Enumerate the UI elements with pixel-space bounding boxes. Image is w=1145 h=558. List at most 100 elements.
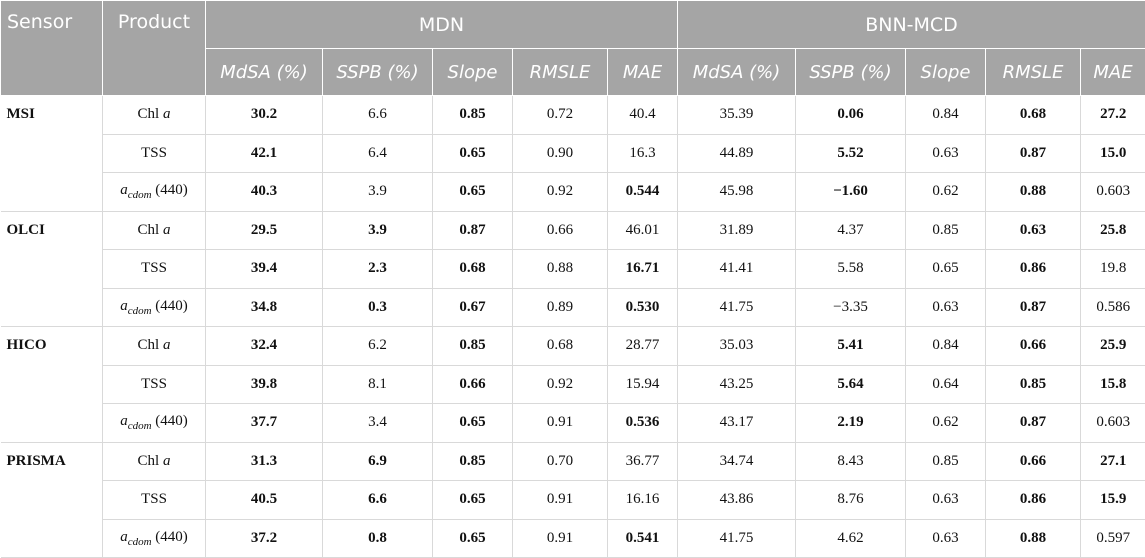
value-cell: 6.2 (322, 326, 433, 366)
value-cell: 0.84 (905, 326, 986, 366)
value-cell: 0.65 (432, 518, 513, 558)
value-cell: −1.60 (795, 172, 906, 212)
value-cell: 25.9 (1079, 326, 1145, 366)
value-cell: 0.92 (512, 364, 608, 404)
value-cell: 29.5 (205, 210, 323, 250)
data-row: TSS 42.1 6.4 0.65 0.90 16.3 44.89 5.52 0.63 0.87 1… (1, 133, 1145, 173)
value-cell: 34.8 (205, 287, 323, 327)
metric-header: Slope (432, 48, 513, 96)
value-cell: 0.63 (905, 133, 986, 173)
product-cell: TSS (102, 364, 206, 404)
value-cell: 41.75 (677, 518, 796, 558)
product-text: cdom (127, 189, 152, 202)
value-cell: 0.603 (1079, 403, 1145, 443)
value-cell: 41.41 (677, 249, 796, 289)
value-cell: 5.58 (795, 249, 906, 289)
product-cell: Chl a (102, 95, 206, 135)
value-cell: 0.64 (905, 364, 986, 404)
group-header: MDN (205, 0, 678, 49)
value-cell: 0.84 (905, 95, 986, 135)
value-cell: 32.4 (205, 326, 323, 366)
value-cell: 15.0 (1079, 133, 1145, 173)
value-cell: 0.85 (905, 210, 986, 250)
value-cell: 0.92 (512, 172, 608, 212)
value-cell: 0.68 (432, 249, 513, 289)
value-cell: 19.8 (1079, 249, 1145, 289)
value-cell: 30.2 (205, 95, 323, 135)
value-cell: 35.39 (677, 95, 796, 135)
product-text: cdom (127, 420, 152, 433)
table-body: MSI Chl a 30.2 6.6 0.85 0.72 40.4 35.39 0.06 0.84… (0, 95, 1145, 558)
value-cell: 0.85 (432, 326, 513, 366)
product-text: a (162, 337, 171, 354)
data-row: acdom (440) 34.8 0.3 0.67 0.89 0.530 41.75 −3.3… (1, 287, 1145, 327)
value-cell: 8.1 (322, 364, 433, 404)
value-cell: 0.88 (985, 518, 1081, 558)
value-cell: 35.03 (677, 326, 796, 366)
value-cell: 0.65 (905, 249, 986, 289)
product-text: Chl (137, 106, 163, 123)
value-cell: 15.94 (607, 364, 678, 404)
value-cell: 15.8 (1079, 364, 1145, 404)
product-text: a (120, 182, 128, 199)
value-cell: 0.63 (905, 518, 986, 558)
value-cell: 0.586 (1079, 287, 1145, 327)
data-row: PRISMA Chl a 31.3 6.9 0.85 0.70 36.77 34.74 8.43… (0, 441, 1145, 558)
value-cell: 0.66 (512, 210, 608, 250)
product-text: TSS (141, 144, 167, 161)
value-cell: 0.544 (607, 172, 678, 212)
product-text: cdom (127, 535, 152, 548)
metric-header: SSPB (%) (795, 48, 906, 96)
value-cell: 45.98 (677, 172, 796, 212)
value-cell: 3.9 (322, 210, 433, 250)
value-cell: 43.86 (677, 480, 796, 520)
value-cell: 40.4 (607, 95, 678, 135)
value-cell: 5.52 (795, 133, 906, 173)
product-cell: TSS (102, 249, 206, 289)
value-cell: 6.4 (322, 133, 433, 173)
value-cell: 6.6 (322, 480, 433, 520)
product-cell: acdom (440) (102, 403, 206, 443)
data-row: acdom (440) 40.3 3.9 0.65 0.92 0.544 45.98 −1.6… (1, 172, 1145, 212)
value-cell: 25.8 (1079, 210, 1145, 250)
product-cell: acdom (440) (102, 518, 206, 558)
value-cell: −3.35 (795, 287, 906, 327)
value-cell: 8.43 (795, 441, 906, 481)
value-cell: 31.3 (205, 441, 323, 481)
metric-header: MAE (607, 48, 678, 96)
product-text: a (162, 452, 171, 469)
value-cell: 2.19 (795, 403, 906, 443)
header-cell: Product (102, 0, 206, 96)
value-cell: 4.37 (795, 210, 906, 250)
value-cell: 0.68 (512, 326, 608, 366)
value-cell: 16.71 (607, 249, 678, 289)
data-row: HICO Chl a 32.4 6.2 0.85 0.68 28.77 35.03 5.41 0.… (0, 326, 1145, 443)
value-cell: 41.75 (677, 287, 796, 327)
metric-header: MAE (1079, 48, 1145, 96)
value-cell: 0.86 (985, 249, 1081, 289)
product-text: a (162, 221, 171, 238)
value-cell: 0.91 (512, 480, 608, 520)
value-cell: 0.70 (512, 441, 608, 481)
value-cell: 27.1 (1079, 441, 1145, 481)
product-text: a (120, 413, 128, 430)
value-cell: 34.74 (677, 441, 796, 481)
header-cell: Sensor (0, 0, 103, 96)
product-text: a (120, 297, 128, 314)
value-cell: 0.62 (905, 172, 986, 212)
value-cell: 46.01 (607, 210, 678, 250)
metric-header: MdSA (%) (205, 48, 323, 96)
value-cell: 40.3 (205, 172, 323, 212)
product-text: cdom (127, 304, 152, 317)
value-cell: 3.9 (322, 172, 433, 212)
value-cell: 0.88 (985, 172, 1081, 212)
value-cell: 8.76 (795, 480, 906, 520)
value-cell: 5.64 (795, 364, 906, 404)
value-cell: 0.06 (795, 95, 906, 135)
value-cell: 5.41 (795, 326, 906, 366)
product-text: Chl (137, 221, 163, 238)
value-cell: 0.91 (512, 403, 608, 443)
product-text: TSS (141, 260, 167, 277)
product-text: (440) (151, 297, 188, 314)
